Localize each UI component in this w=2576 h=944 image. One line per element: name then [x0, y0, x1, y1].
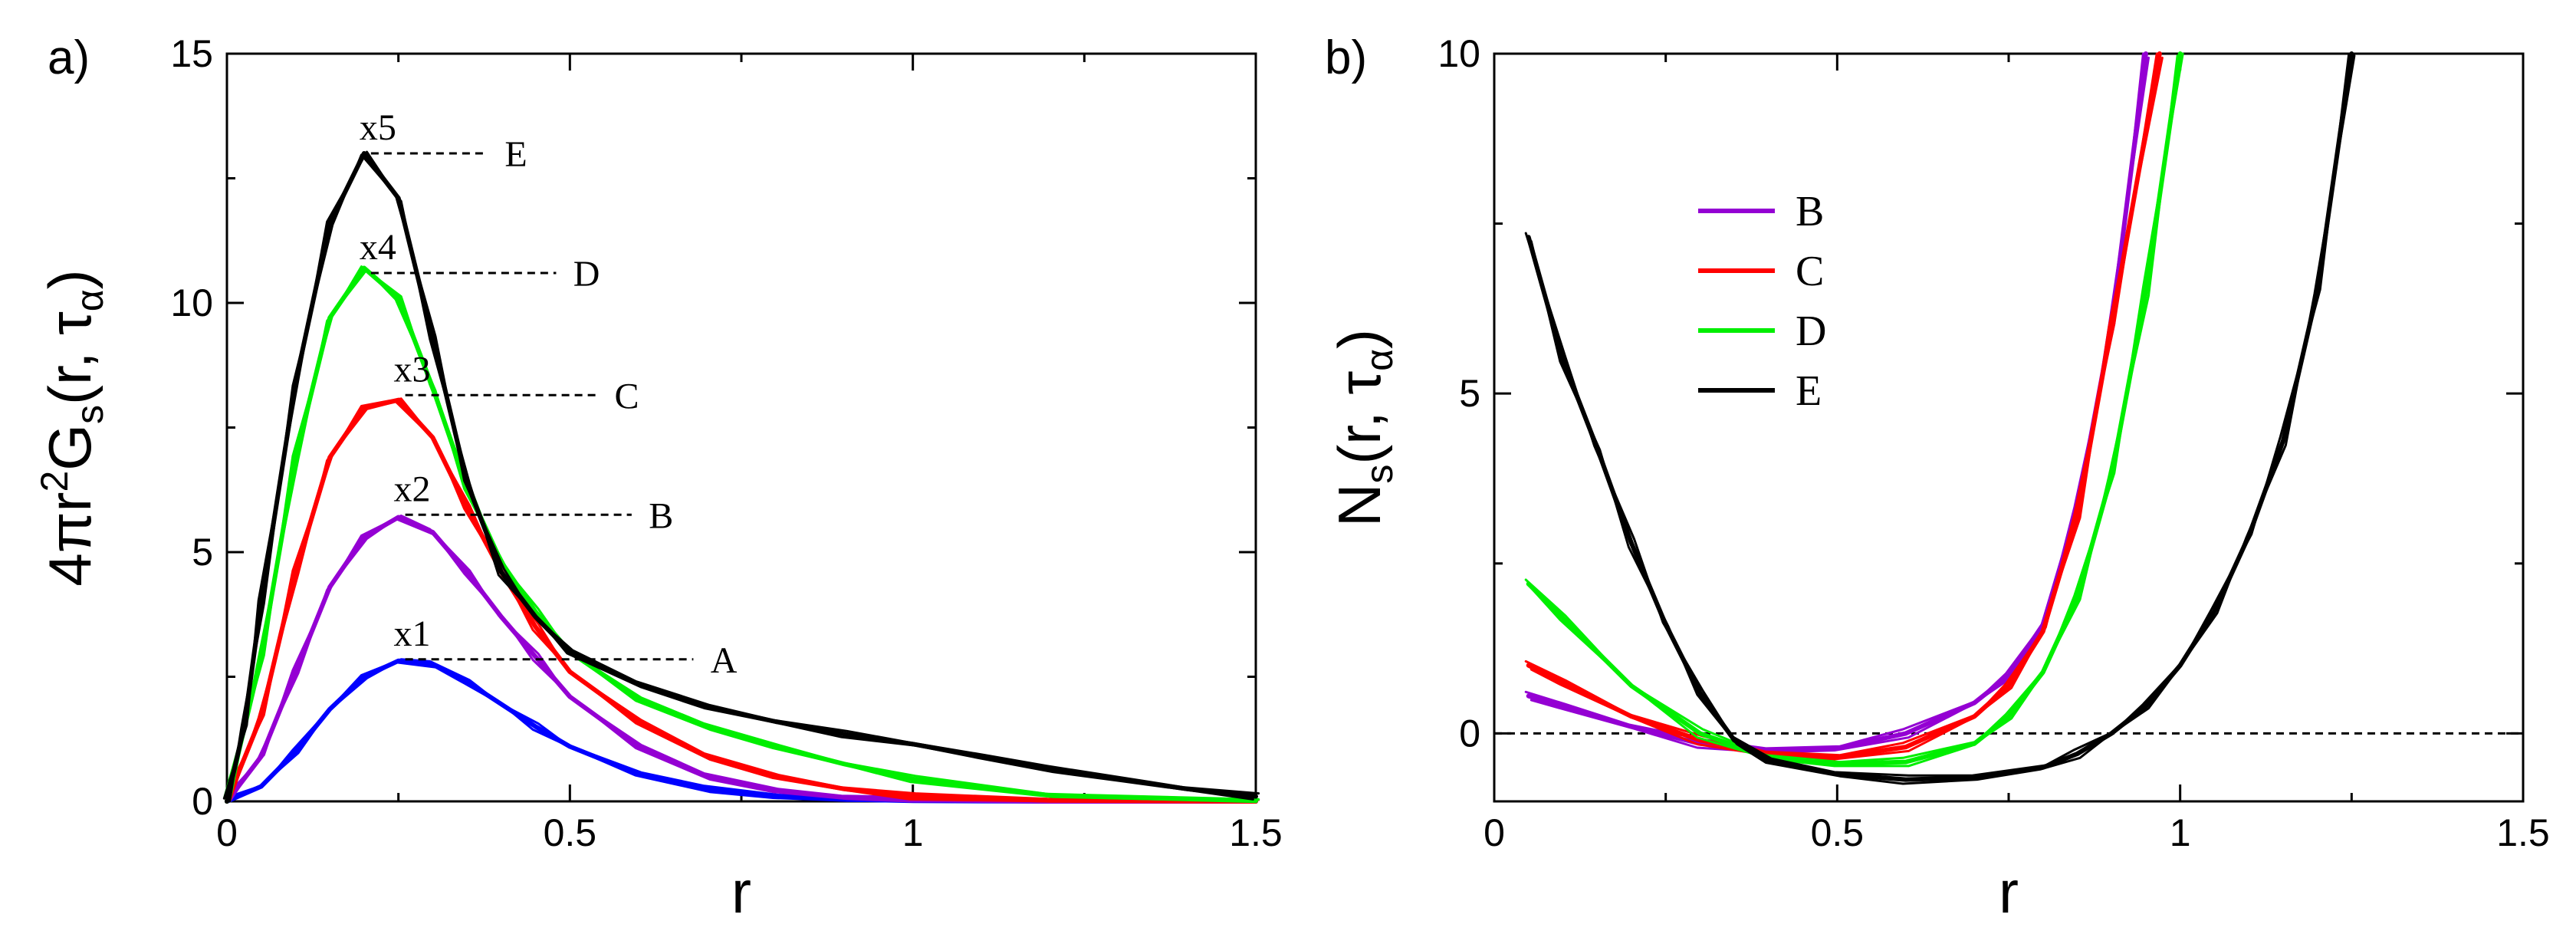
series-C	[222, 397, 1260, 804]
panel-a-x-axis-title: r	[731, 858, 751, 926]
panel-a: a) 0 0.5 1 1.5 0 5 10 15 x1 Ax2 Bx3 Cx4 Dx5 E r 4πr2…	[33, 31, 1283, 926]
panel-b-ticks: 0 0.5 1 1.5 0 5 10	[1438, 32, 2549, 854]
series-C	[1524, 51, 2164, 761]
panel-a-y-axis-title: 4πr2Gs(r, τα)	[33, 269, 111, 586]
a-ylabel-prefix: 4πr	[36, 492, 104, 587]
x-tick-label: 1.5	[2496, 811, 2550, 854]
b-ylabel-close: )	[1326, 329, 1393, 349]
series-D	[1524, 51, 2184, 768]
y-tick-label: 10	[170, 281, 213, 324]
y-tick-label: 0	[192, 780, 213, 823]
y-tick-label: 10	[1438, 32, 1480, 75]
legend-label-D: D	[1796, 308, 1826, 355]
x-tick-label: 0	[216, 811, 238, 854]
legend-label-C: C	[1796, 248, 1824, 295]
x-tick-label: 0.5	[1811, 811, 1865, 854]
series-line-B	[228, 518, 1254, 803]
series-letter-C: C	[614, 376, 639, 416]
series-B	[222, 515, 1260, 804]
series-line-D	[225, 265, 1258, 804]
series-line-D	[1526, 51, 2183, 767]
series-line-E	[1526, 51, 2354, 782]
x-tick-label: 1.5	[1229, 811, 1283, 854]
multiplier-label-C: x3	[394, 349, 431, 390]
series-line-B	[222, 515, 1260, 801]
series-line-C	[1526, 51, 2162, 760]
multiplier-label-B: x2	[394, 469, 431, 509]
multiplier-label-E: x5	[360, 107, 396, 148]
a-ylabel-args: (r, τ	[36, 311, 104, 405]
x-tick-label: 1	[2170, 811, 2191, 854]
series-line-E	[228, 153, 1254, 803]
x-tick-label: 0	[1484, 811, 1505, 854]
y-tick-label: 5	[192, 531, 213, 574]
legend-label-E: E	[1796, 367, 1822, 415]
a-ylabel-close: )	[36, 269, 104, 289]
a-ylabel-main: G	[36, 424, 104, 471]
series-letter-D: D	[573, 254, 600, 294]
series-line-C	[228, 400, 1254, 803]
series-line-C	[225, 397, 1258, 804]
series-E	[222, 150, 1260, 804]
series-line-D	[1524, 52, 2184, 764]
panel-a-plot-frame	[225, 52, 1257, 803]
b-ylabel-arg-sub: α	[1358, 349, 1401, 371]
panel-a-series	[222, 150, 1260, 804]
b-ylabel-main: N	[1326, 484, 1393, 527]
a-ylabel-arg-sub: α	[68, 289, 111, 311]
panel-b-y-axis-title: Ns(r, τα)	[1326, 329, 1401, 527]
legend-label-B: B	[1796, 188, 1824, 235]
panel-b-label: b)	[1325, 31, 1367, 84]
panel-b-x-axis-title: r	[1999, 858, 2019, 926]
x-tick-label: 0.5	[544, 811, 597, 854]
series-letter-E: E	[504, 134, 527, 175]
y-tick-label: 5	[1459, 372, 1480, 415]
series-letter-B: B	[649, 495, 673, 536]
series-letter-A: A	[711, 640, 738, 681]
series-line-A	[228, 661, 1254, 803]
series-line-B	[225, 515, 1258, 804]
series-line-D	[1530, 54, 2179, 768]
a-ylabel-sup: 2	[33, 471, 76, 492]
x-tick-label: 1	[902, 811, 924, 854]
series-line-E	[1530, 54, 2356, 785]
b-ylabel-sub: s	[1358, 465, 1401, 484]
series-line-B	[1524, 52, 2144, 750]
b-ylabel-args: (r, τ	[1326, 371, 1393, 465]
y-tick-label: 15	[170, 32, 213, 75]
y-tick-label: 0	[1459, 712, 1480, 755]
multiplier-label-D: x4	[360, 227, 396, 268]
panel-a-annotations: x1 Ax2 Bx3 Cx4 Dx5 E	[360, 107, 738, 681]
series-line-D	[228, 268, 1254, 803]
series-E	[1524, 51, 2356, 785]
panel-b-series	[1494, 51, 2523, 785]
multiplier-label-A: x1	[394, 613, 431, 654]
panel-a-label: a)	[48, 31, 90, 84]
a-ylabel-sub: s	[68, 405, 111, 424]
series-line-C	[1524, 52, 2158, 757]
series-D	[222, 265, 1260, 804]
series-line-E	[1524, 52, 2351, 777]
series-line-D	[222, 265, 1260, 801]
series-line-C	[1530, 56, 2164, 761]
